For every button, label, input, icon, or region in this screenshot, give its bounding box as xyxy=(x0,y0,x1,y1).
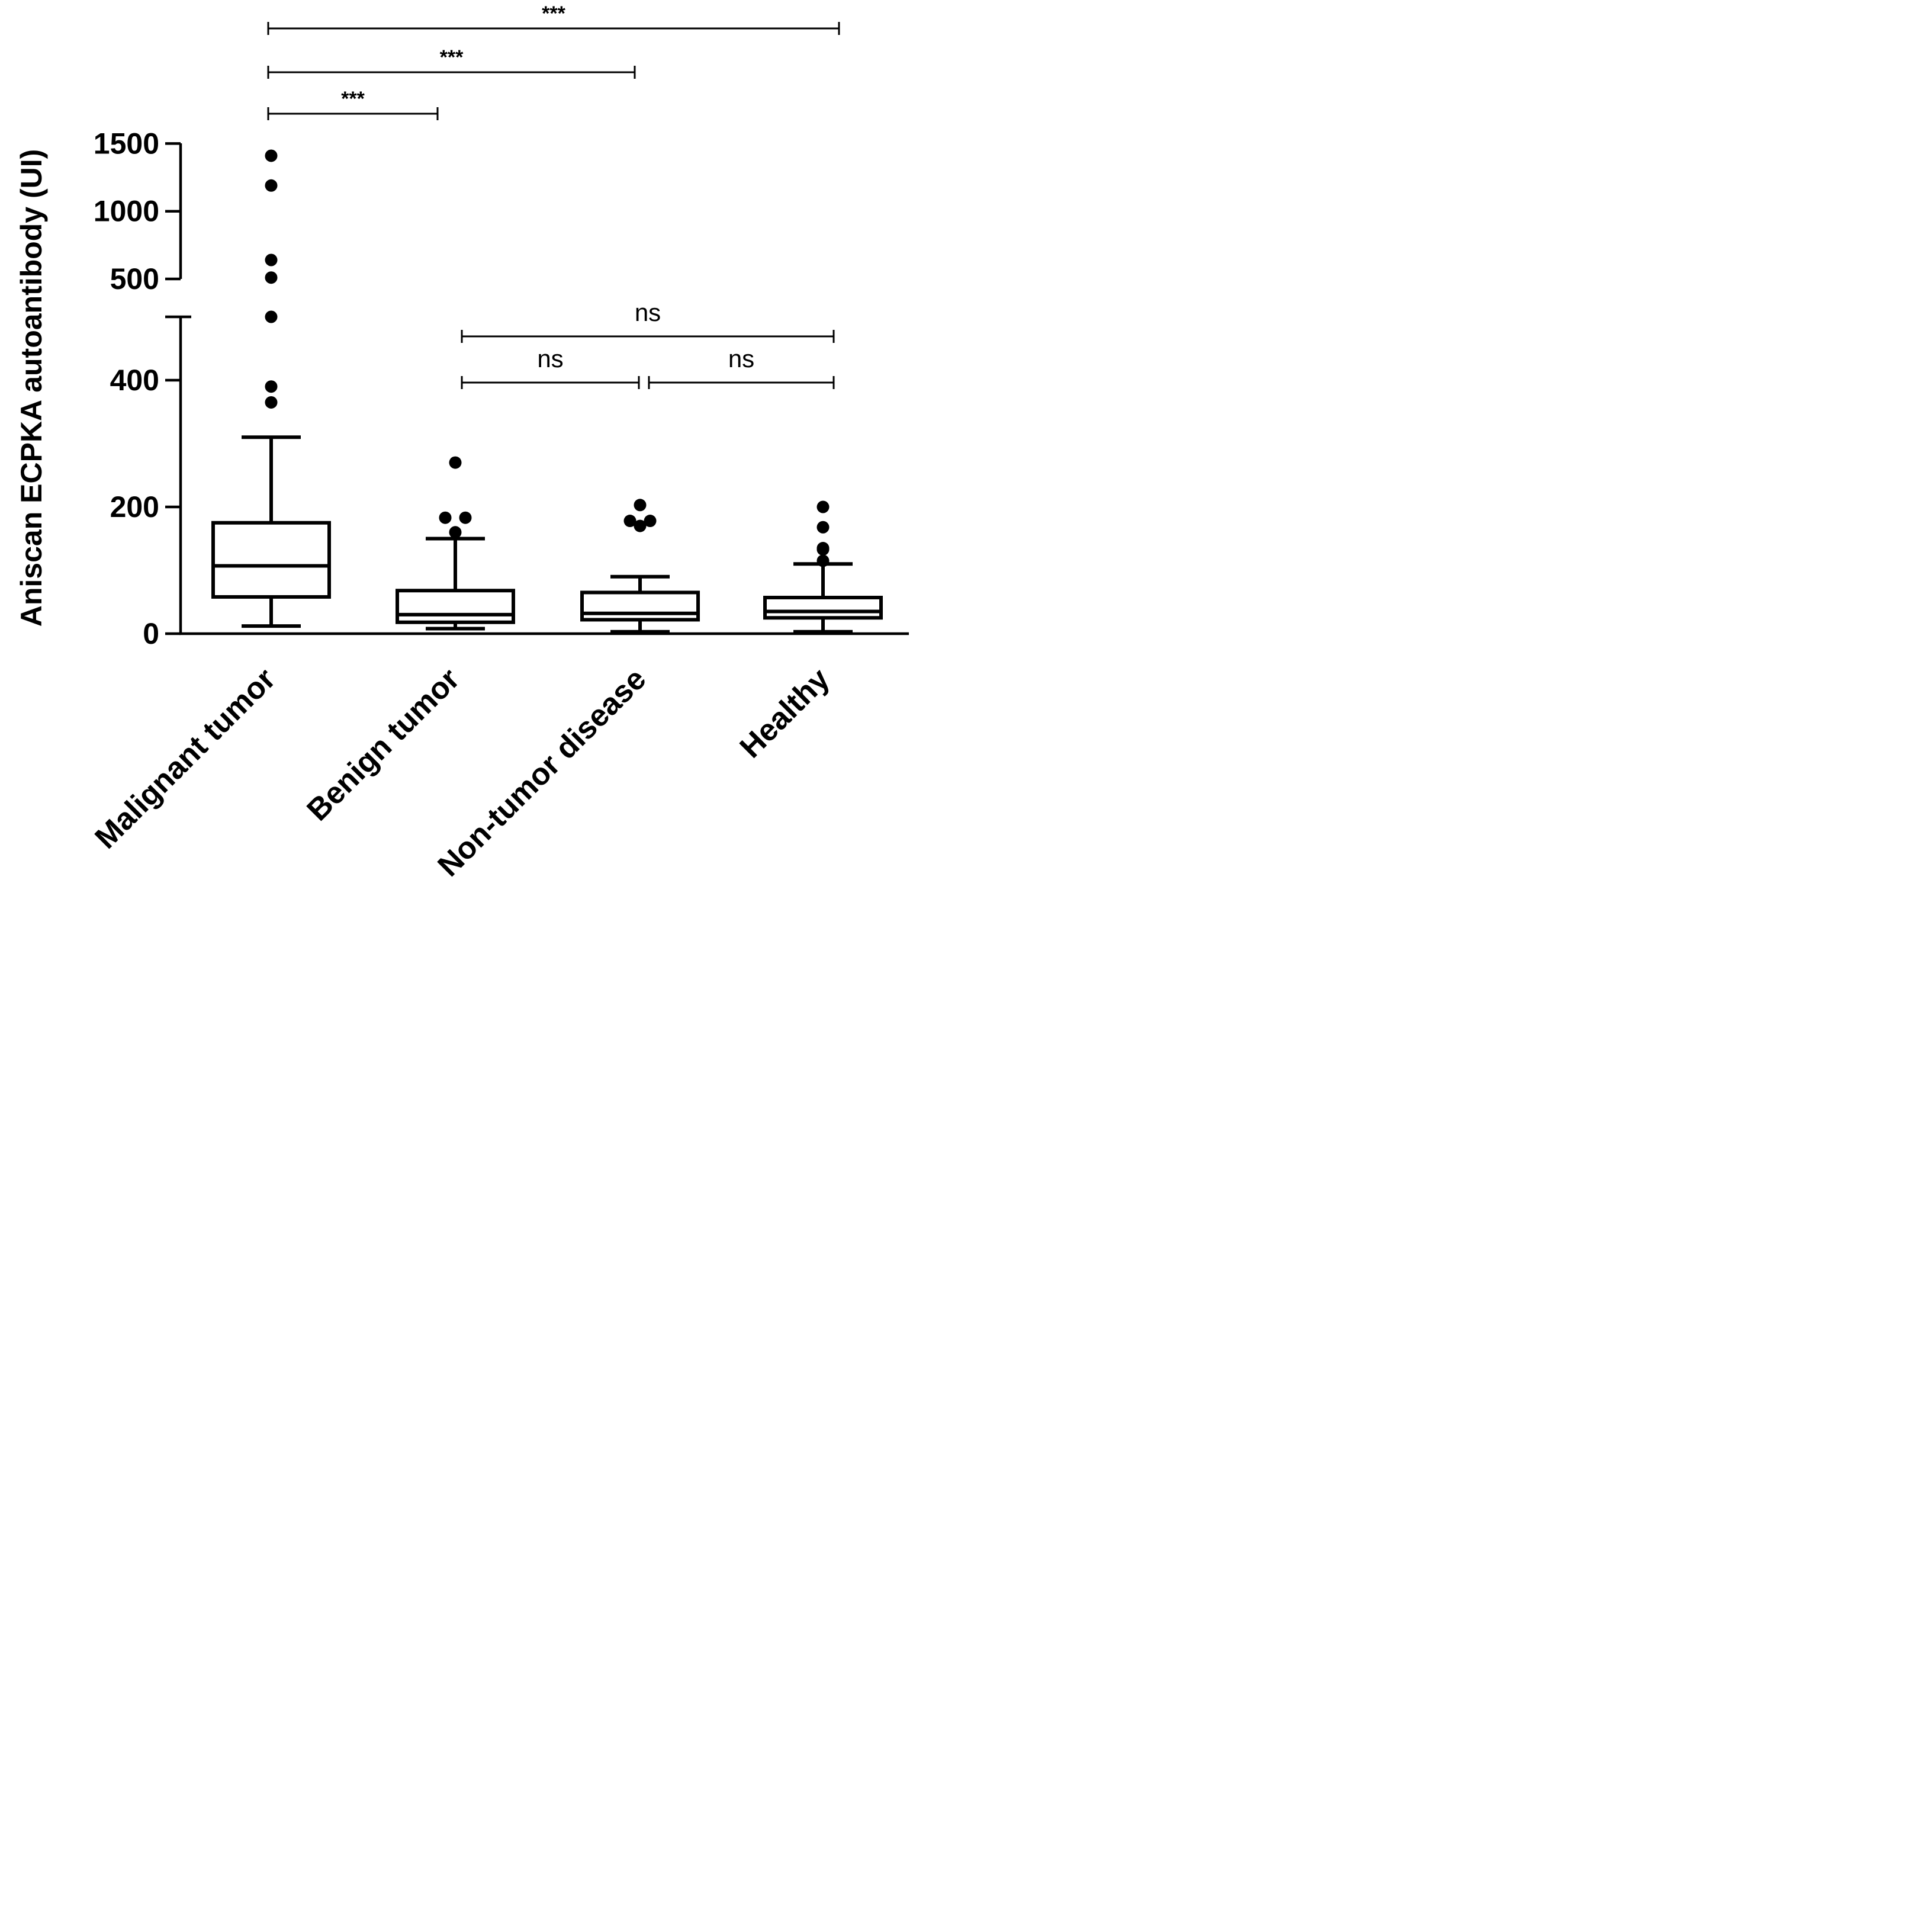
significance-label: ns xyxy=(728,345,754,373)
axes xyxy=(165,143,909,635)
iqr-box xyxy=(763,596,883,620)
significance-label: ns xyxy=(635,298,661,326)
significance-label: ns xyxy=(537,345,563,373)
outlier-point xyxy=(265,253,278,266)
outlier-point xyxy=(816,542,830,555)
significance-label: *** xyxy=(341,88,365,110)
y-tick-label: 1500 xyxy=(94,127,159,160)
y-tick-label: 1000 xyxy=(94,195,159,228)
outlier-point xyxy=(265,271,278,284)
outlier-point xyxy=(265,310,278,323)
outlier-point xyxy=(816,500,830,513)
outlier-point xyxy=(265,179,278,192)
y-tick-label: 0 xyxy=(143,617,159,650)
category-label: Benign tumor xyxy=(300,662,466,827)
significance-label: *** xyxy=(542,2,565,25)
category-label: Non-tumor disease xyxy=(431,662,652,883)
outlier-point xyxy=(644,515,657,528)
significance-brackets: *** *** *** ns ns ns xyxy=(267,2,840,389)
outlier-point xyxy=(634,499,647,512)
outlier-point xyxy=(265,380,278,393)
outlier-points xyxy=(265,149,830,567)
outlier-point xyxy=(265,396,278,409)
outlier-point xyxy=(265,149,278,162)
y-ticks: 0 200 400 500 1000 1500 xyxy=(94,127,181,650)
outlier-point xyxy=(623,515,637,528)
outlier-point xyxy=(816,521,830,534)
category-label: Malignant tumor xyxy=(89,662,282,855)
outlier-point xyxy=(449,526,462,539)
outlier-point xyxy=(449,456,462,469)
category-label: Healthy xyxy=(734,662,837,765)
significance-label: *** xyxy=(440,46,464,69)
y-tick-label: 400 xyxy=(110,364,159,397)
outlier-point xyxy=(439,511,452,524)
outlier-point xyxy=(459,511,472,524)
y-axis-label: Aniscan ECPKA autoantibody (UI) xyxy=(15,149,48,627)
iqr-box xyxy=(396,589,515,624)
outlier-point xyxy=(816,554,830,567)
iqr-box xyxy=(211,521,331,599)
y-tick-label: 500 xyxy=(110,262,159,296)
iqr-box xyxy=(580,590,700,622)
y-tick-label: 200 xyxy=(110,490,159,524)
box-plot-chart: 0 200 400 500 1000 1500 *** *** *** ns ns ns Malig… xyxy=(15,2,909,884)
outlier-point xyxy=(634,519,647,532)
boxes xyxy=(211,435,883,634)
